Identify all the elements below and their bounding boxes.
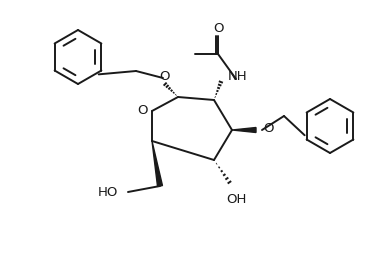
- Polygon shape: [152, 141, 163, 186]
- Text: HO: HO: [98, 186, 118, 199]
- Text: O: O: [213, 23, 223, 36]
- Text: NH: NH: [228, 71, 248, 84]
- Text: O: O: [159, 71, 169, 84]
- Text: O: O: [263, 121, 274, 135]
- Text: OH: OH: [226, 193, 246, 206]
- Text: O: O: [138, 104, 148, 118]
- Polygon shape: [232, 128, 256, 133]
